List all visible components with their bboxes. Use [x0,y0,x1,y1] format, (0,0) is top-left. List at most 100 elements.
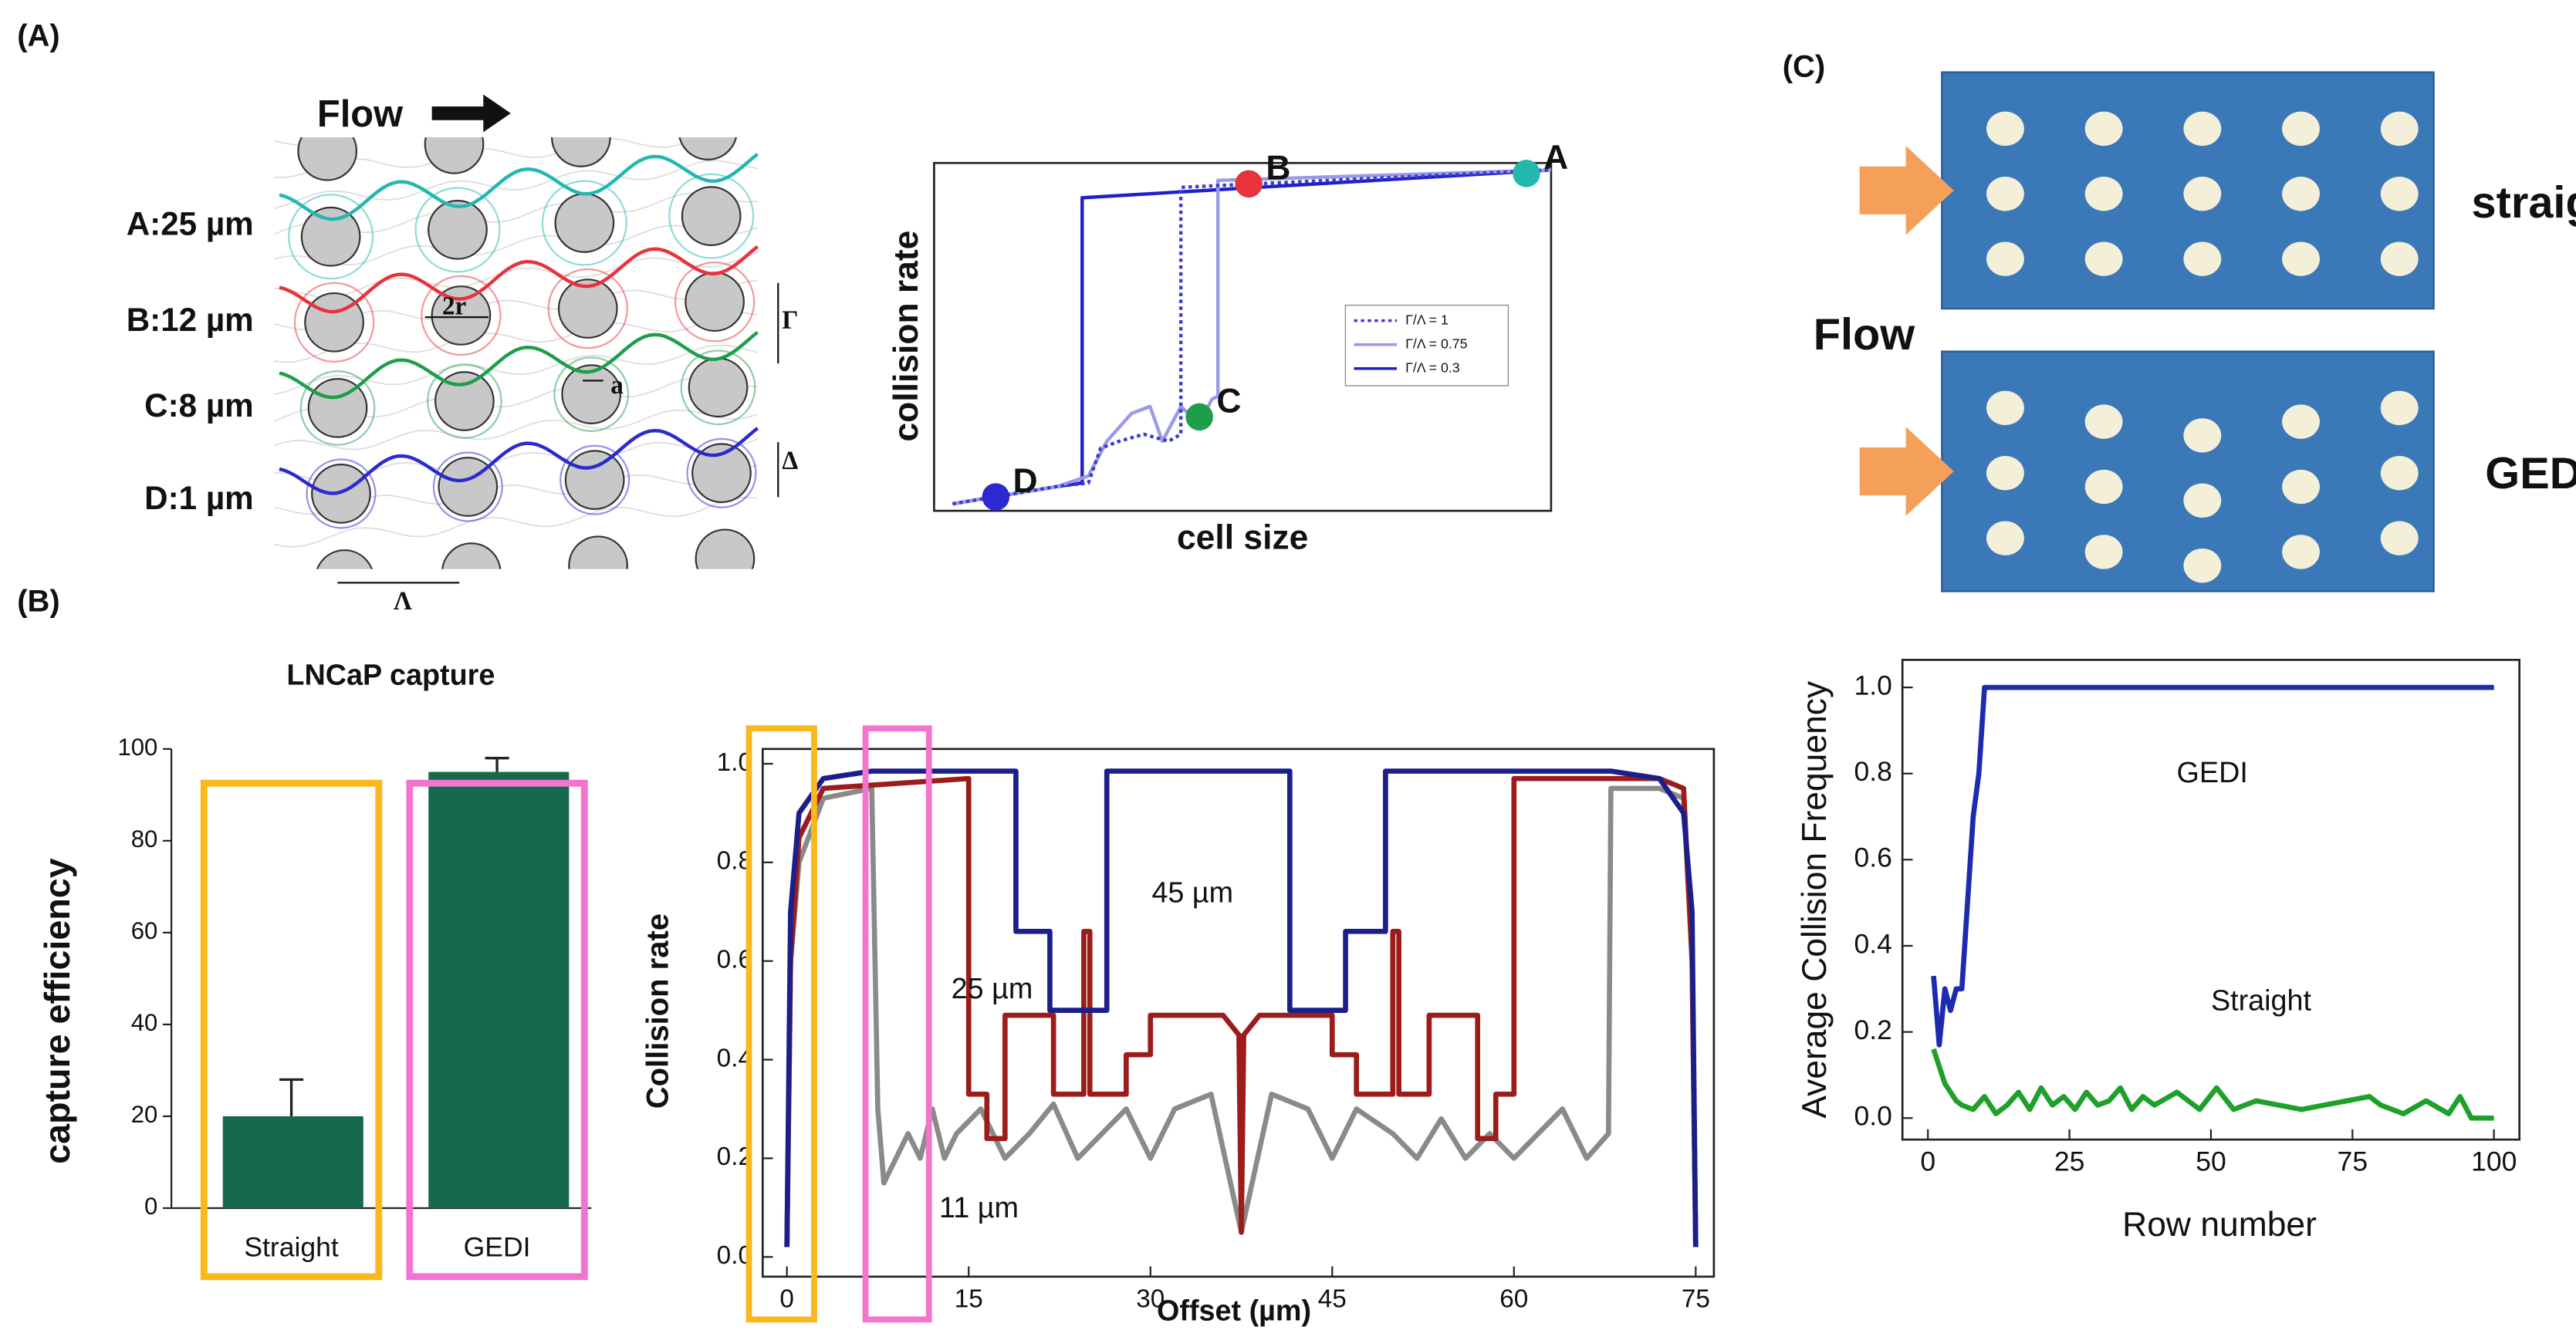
pillar-ring [299,370,376,446]
x-tick-label: 0 [779,1285,794,1314]
symbol: Γ [782,305,798,334]
point-marker [1185,403,1213,431]
point-marker [982,483,1010,511]
x-tick-label: 25 [2054,1146,2085,1177]
symbol: Λ [394,587,412,616]
x-axis-label: cell size [1177,519,1308,557]
pillar-dot [1986,111,2024,147]
pillar [297,137,358,181]
pillar [441,542,502,569]
background-streamline [274,344,758,395]
pillar [561,364,622,424]
x-tick-label: GEDI [464,1232,531,1263]
flow-arrow [1859,427,1954,516]
plot-frame [761,748,1716,1278]
pillar-dot [2380,177,2419,211]
pillar [554,193,615,253]
x-axis-label: Row number [2122,1206,2317,1244]
stream-label: B:12 µm [127,302,254,338]
design-label: GEDI [2485,449,2576,498]
y-tick-label: 0.0 [1854,1101,1891,1132]
pillar [681,186,742,246]
streamline [279,427,759,495]
point-label: C [1216,382,1241,420]
pillar-dot [2183,548,2222,583]
pillar [307,378,368,438]
pillar-dot [2282,241,2320,276]
point-marker [1513,160,1540,187]
panel-label: (B) [17,585,59,619]
pillar-dot [2183,241,2222,276]
series-label: 11 µm [939,1191,1019,1224]
y-tick-label: 100 [117,734,157,761]
y-tick-label: 0.8 [1854,756,1891,787]
x-tick-label: 50 [2196,1146,2226,1177]
y-tick-label: 60 [131,917,158,944]
panel-label: (C) [1783,50,1825,84]
pillar-dot [2282,404,2320,439]
pillar-dot [1986,177,2024,211]
plot-frame [933,161,1553,512]
pillar-dot [2380,390,2419,426]
plot-frame [1901,659,2521,1141]
flow-label: Flow [317,93,404,135]
pillar-dot [2380,521,2419,555]
series-label: Straight [2211,984,2312,1016]
point-label: D [1013,462,1038,500]
pillar [678,137,738,160]
pillar-dot [2084,177,2123,211]
y-axis-label: Average Collision Frequency [1796,680,1834,1119]
pillar-dot [1986,390,2024,426]
pillar-dot [2380,241,2419,276]
pillar-dot [2380,111,2419,147]
x-tick-label: Straight [244,1232,339,1263]
pillar-ring [306,458,377,529]
x-tick-label: 30 [1136,1285,1165,1314]
background-streamline [274,251,758,299]
y-tick-label: 80 [131,825,158,852]
y-tick-label: 20 [131,1101,158,1128]
pillar [564,450,625,511]
pillar [424,137,485,174]
bar [222,1116,363,1209]
background-streamline [274,160,758,210]
legend-label: Γ/Λ = 1 [1405,312,1449,327]
x-axis-label: Offset (µm) [1157,1294,1311,1326]
stream-label: C:8 µm [144,387,254,424]
x-tick-label: 60 [1499,1285,1528,1314]
y-tick-label: 1.0 [1854,670,1891,700]
highlight-box [862,725,932,1323]
device-diagram [1859,71,2435,592]
pillar-array [274,137,758,569]
y-axis-label: Collision rate [641,913,675,1109]
symbol: a [610,371,624,400]
pillar-dot [2183,483,2222,518]
pillar-ring [674,261,756,343]
series-line [784,785,1699,1247]
pillar [316,549,373,569]
design-label: straight [2472,178,2576,228]
x-tick-label: 0 [1920,1146,1935,1177]
streamline [279,152,759,221]
y-axis-label: capture efficiency [37,858,77,1164]
pillar [685,272,745,332]
pillar-dot [1986,241,2024,276]
point-marker [1235,170,1263,198]
flow-arrow [431,94,511,133]
pillar-dot [2282,111,2320,147]
y-tick-label: 0.2 [1854,1014,1891,1045]
pillar-ring [680,349,756,426]
pillar [431,285,492,346]
y-tick-label: 40 [131,1009,158,1036]
pillar [434,371,495,431]
pillar-dot [2084,111,2123,147]
point-label: A [1543,139,1568,177]
flow-label: Flow [1814,310,1916,360]
series-line [1931,684,2494,1048]
pillar-dot [2084,469,2123,505]
streamline [279,245,759,314]
pillar-ring [559,444,630,515]
y-tick-label: 0.4 [1854,928,1891,959]
x-tick-label: 15 [955,1285,983,1314]
